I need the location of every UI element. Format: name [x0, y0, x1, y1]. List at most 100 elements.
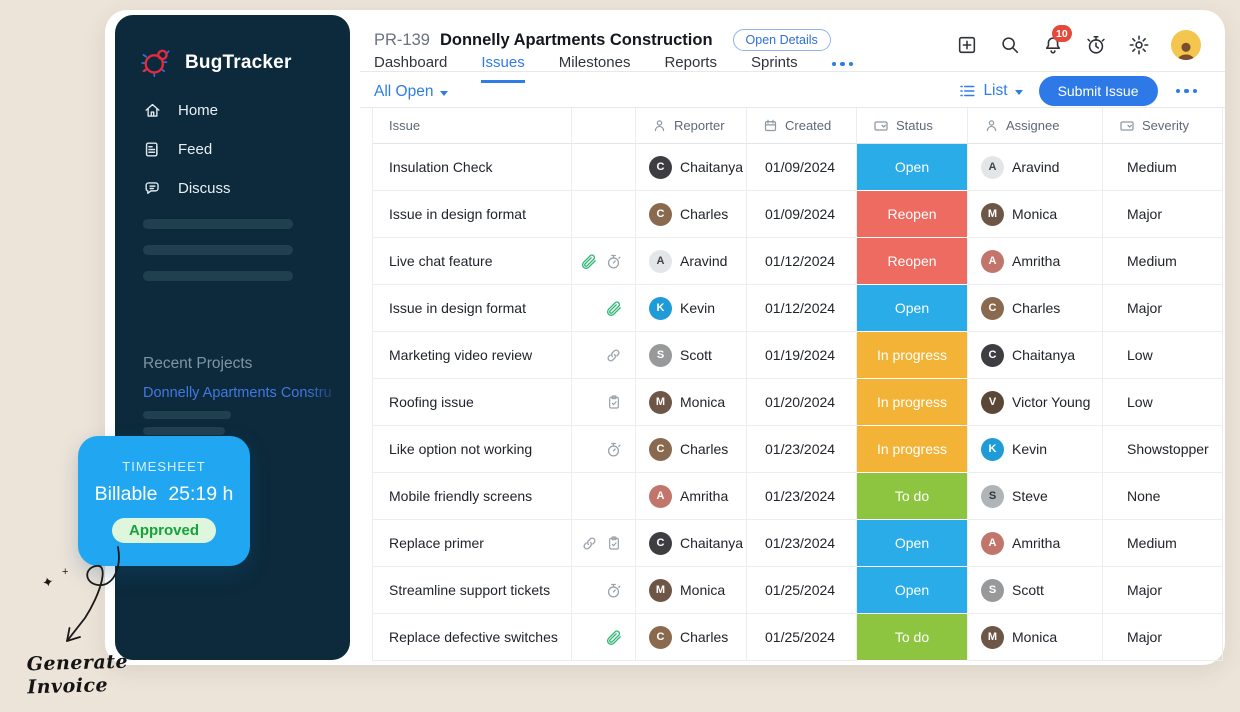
issue-title[interactable]: Insulation Check: [373, 144, 572, 191]
issue-title[interactable]: Live chat feature: [373, 238, 572, 285]
status-badge[interactable]: To do: [857, 473, 968, 520]
sidebar-item-home[interactable]: Home: [143, 95, 231, 125]
view-label: List: [983, 82, 1008, 99]
issue-title[interactable]: Roofing issue: [373, 379, 572, 426]
assignee-cell[interactable]: M Monica: [968, 191, 1103, 238]
reporter-cell[interactable]: C Chaitanya: [636, 144, 747, 191]
reporter-cell[interactable]: A Aravind: [636, 238, 747, 285]
reporter-cell[interactable]: C Chaitanya: [636, 520, 747, 567]
issue-title[interactable]: Marketing video review: [373, 332, 572, 379]
paperclip-icon[interactable]: [605, 629, 622, 646]
column-header-issue[interactable]: Issue: [373, 108, 572, 144]
status-badge[interactable]: In progress: [857, 379, 968, 426]
table-row[interactable]: Issue in design format K Kevin 01/12/2024 Op…: [373, 285, 1223, 332]
table-row[interactable]: Mobile friendly screens A Amritha 01/23/202…: [373, 473, 1223, 520]
tab-issues[interactable]: Issues: [481, 54, 525, 83]
settings-icon[interactable]: [1128, 34, 1150, 56]
project-header: PR-139 Donnelly Apartments Construction …: [374, 29, 831, 51]
search-icon[interactable]: [999, 34, 1021, 56]
column-header-severity[interactable]: Severity: [1103, 108, 1223, 144]
clipboard-icon[interactable]: [606, 535, 622, 551]
status-badge[interactable]: Open: [857, 567, 968, 614]
status-badge[interactable]: In progress: [857, 426, 968, 473]
assignee-cell[interactable]: A Amritha: [968, 238, 1103, 285]
issue-title[interactable]: Issue in design format: [373, 285, 572, 332]
stopwatch-icon[interactable]: [605, 582, 622, 599]
column-header-created[interactable]: Created: [747, 108, 857, 144]
submit-issue-button[interactable]: Submit Issue: [1038, 76, 1158, 106]
reporter-cell[interactable]: K Kevin: [636, 285, 747, 332]
filter-dropdown[interactable]: All Open: [374, 83, 449, 101]
issue-title[interactable]: Streamline support tickets: [373, 567, 572, 614]
table-row[interactable]: Like option not working C Charles 01/23/202…: [373, 426, 1223, 473]
plus-sparkle-icon: +: [62, 566, 69, 578]
column-header-assignee[interactable]: Assignee: [968, 108, 1103, 144]
timesheet-card[interactable]: TIMESHEET Billable 25:19 h Approved: [78, 436, 250, 566]
view-switcher[interactable]: List: [958, 82, 1023, 100]
notifications-icon[interactable]: 10: [1042, 25, 1072, 56]
issues-table: Issue Reporter Created Status Assignee Severi…: [372, 107, 1223, 661]
table-row[interactable]: Live chat feature A Aravind 01/12/2024 Reope…: [373, 238, 1223, 285]
tab-dashboard[interactable]: Dashboard: [374, 54, 448, 71]
issue-title[interactable]: Replace primer: [373, 520, 572, 567]
timer-icon[interactable]: [1085, 34, 1107, 56]
issue-title[interactable]: Mobile friendly screens: [373, 473, 572, 520]
assignee-cell[interactable]: C Charles: [968, 285, 1103, 332]
table-row[interactable]: Replace defective switches C Charles 01/25/…: [373, 614, 1223, 661]
table-row[interactable]: Insulation Check C Chaitanya 01/09/2024 Open…: [373, 144, 1223, 191]
issue-title[interactable]: Like option not working: [373, 426, 572, 473]
column-header-status[interactable]: Status: [857, 108, 968, 144]
table-row[interactable]: Streamline support tickets M Monica 01/25/2…: [373, 567, 1223, 614]
paperclip-icon[interactable]: [605, 300, 622, 317]
link-icon[interactable]: [581, 535, 598, 552]
reporter-cell[interactable]: M Monica: [636, 379, 747, 426]
avatar[interactable]: [1171, 30, 1201, 60]
sidebar-item-recent-project[interactable]: Donnelly Apartments Constru: [143, 385, 332, 401]
stopwatch-icon[interactable]: [605, 253, 622, 270]
status-badge[interactable]: Reopen: [857, 191, 968, 238]
reporter-cell[interactable]: C Charles: [636, 614, 747, 661]
assignee-cell[interactable]: A Aravind: [968, 144, 1103, 191]
status-badge[interactable]: Reopen: [857, 238, 968, 285]
status-badge[interactable]: Open: [857, 520, 968, 567]
reporter-cell[interactable]: S Scott: [636, 332, 747, 379]
status-badge[interactable]: In progress: [857, 332, 968, 379]
assignee-cell[interactable]: V Victor Young: [968, 379, 1103, 426]
reporter-cell[interactable]: C Charles: [636, 426, 747, 473]
table-row[interactable]: Roofing issue M Monica 01/20/2024 In progres…: [373, 379, 1223, 426]
status-badge[interactable]: Open: [857, 285, 968, 332]
tab-reports[interactable]: Reports: [664, 54, 717, 71]
assignee-cell[interactable]: K Kevin: [968, 426, 1103, 473]
reporter-cell[interactable]: C Charles: [636, 191, 747, 238]
reporter-cell[interactable]: A Amritha: [636, 473, 747, 520]
assignee-name: Kevin: [1012, 441, 1048, 457]
stopwatch-icon[interactable]: [605, 441, 622, 458]
assignee-cell[interactable]: S Scott: [968, 567, 1103, 614]
tabs-more-icon[interactable]: [831, 61, 854, 76]
clipboard-icon[interactable]: [606, 394, 622, 410]
assignee-cell[interactable]: C Chaitanya: [968, 332, 1103, 379]
reporter-cell[interactable]: M Monica: [636, 567, 747, 614]
assignee-cell[interactable]: A Amritha: [968, 520, 1103, 567]
issue-title[interactable]: Issue in design format: [373, 191, 572, 238]
created-date: 01/23/2024: [747, 520, 857, 567]
sidebar-item-discuss[interactable]: Discuss: [143, 173, 231, 203]
tab-sprints[interactable]: Sprints: [750, 54, 798, 71]
more-options-icon[interactable]: [1174, 85, 1200, 98]
assignee-cell[interactable]: M Monica: [968, 614, 1103, 661]
link-icon[interactable]: [605, 347, 622, 364]
status-badge[interactable]: Open: [857, 144, 968, 191]
table-row[interactable]: Replace primer C Chaitanya 01/23/2024 Open A A…: [373, 520, 1223, 567]
open-details-button[interactable]: Open Details: [732, 29, 831, 51]
assignee-cell[interactable]: S Steve: [968, 473, 1103, 520]
table-row[interactable]: Marketing video review S Scott 01/19/2024 In…: [373, 332, 1223, 379]
paperclip-icon[interactable]: [580, 253, 597, 270]
issue-title[interactable]: Replace defective switches: [373, 614, 572, 661]
status-badge[interactable]: To do: [857, 614, 968, 661]
sidebar-item-feed[interactable]: Feed: [143, 134, 231, 164]
table-row[interactable]: Issue in design format C Charles 01/09/2024…: [373, 191, 1223, 238]
recent-projects-label: Recent Projects: [143, 355, 253, 372]
column-header-reporter[interactable]: Reporter: [636, 108, 747, 144]
tab-milestones[interactable]: Milestones: [558, 54, 631, 71]
add-icon[interactable]: [956, 34, 978, 56]
